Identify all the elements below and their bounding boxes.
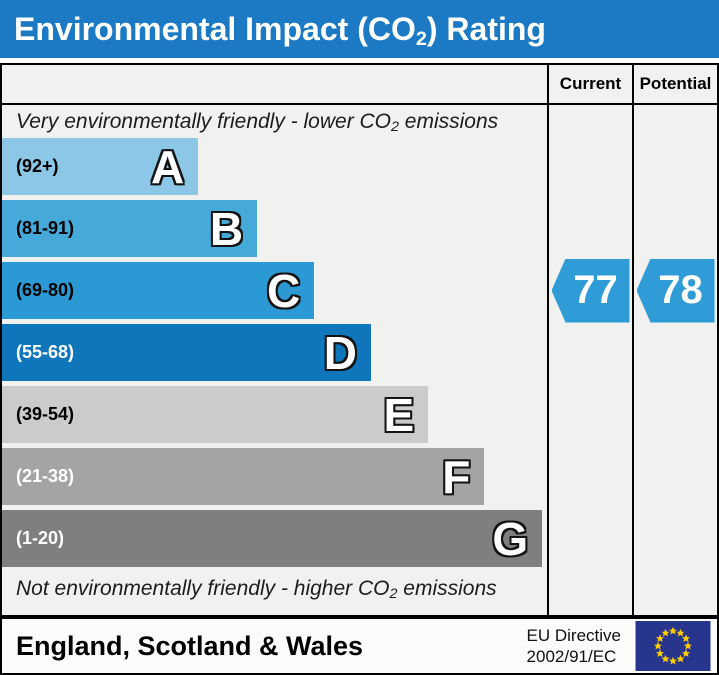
band-row-e: (39-54) E (2, 386, 429, 443)
band-range-label: (21-38) (16, 466, 75, 486)
potential-rating-marker: 78 (636, 258, 715, 323)
band-letter: B (209, 202, 244, 255)
potential-value-cell: 78 (632, 105, 717, 615)
title-subscript: 2 (415, 27, 427, 50)
page-title: Environmental Impact (CO2) Rating (14, 10, 546, 50)
band-range-label: (39-54) (16, 404, 75, 424)
region-label: England, Scotland & Wales (16, 630, 364, 661)
band-range-label: (1-20) (16, 528, 65, 548)
band-range-label: (81-91) (16, 218, 75, 238)
band-letter: F (442, 450, 471, 503)
band-row-g: (1-20) G (2, 510, 543, 567)
potential-column-header: Potential (632, 65, 717, 103)
title-bar: Environmental Impact (CO2) Rating (0, 0, 719, 58)
chart-header-spacer (2, 65, 547, 103)
co2-rating-table: Current Potential Very environmentally f… (0, 63, 719, 617)
current-value-cell: 77 (547, 105, 632, 615)
band-range-label: (92+) (16, 156, 59, 176)
band-range-label: (55-68) (16, 342, 75, 362)
band-row-b: (81-91) B (2, 200, 258, 257)
eu-directive-label: EU Directive 2002/91/EC (526, 626, 621, 666)
table-header-row: Current Potential (2, 65, 717, 105)
eu-flag-icon (635, 621, 711, 671)
band-chart-area: Very environmentally friendly - lower CO… (2, 105, 547, 615)
top-note: Very environmentally friendly - lower CO… (16, 110, 499, 136)
current-rating-marker: 77 (551, 258, 630, 323)
potential-rating-value: 78 (658, 268, 703, 312)
band-row-d: (55-68) D (2, 324, 371, 381)
band-row-a: (92+) A (2, 138, 199, 195)
rating-bands: (92+) A (81-91) B (69-80) C (55-68) D (3… (2, 138, 547, 567)
current-rating-value: 77 (573, 268, 618, 312)
current-column-header: Current (547, 65, 632, 103)
bottom-note: Not environmentally friendly - higher CO… (16, 577, 497, 603)
band-letter: C (267, 264, 301, 317)
band-letter: D (323, 326, 357, 379)
band-letter: A (150, 140, 185, 193)
band-letter: G (492, 512, 529, 565)
band-letter: E (383, 388, 415, 441)
footer-bar: England, Scotland & Wales EU Directive 2… (0, 617, 719, 675)
band-row-f: (21-38) F (2, 448, 485, 505)
table-body-row: Very environmentally friendly - lower CO… (2, 105, 717, 615)
band-range-label: (69-80) (16, 280, 75, 300)
band-row-c: (69-80) C (2, 262, 315, 319)
